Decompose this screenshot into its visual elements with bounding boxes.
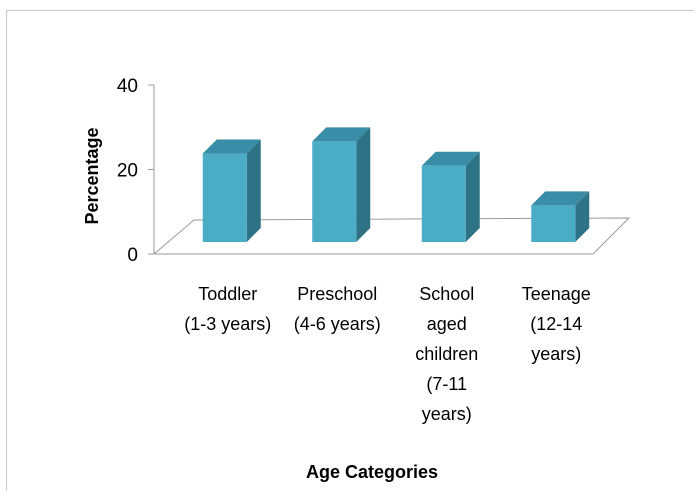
bar-top [531, 191, 590, 206]
bar-top [421, 151, 480, 166]
x-category-label: School aged children (7-11 years) [415, 284, 478, 424]
y-tick-label: 0 [127, 245, 138, 266]
bar-side [246, 139, 261, 242]
bar-front [531, 205, 576, 242]
chart-frame [6, 10, 694, 490]
bar [202, 139, 261, 242]
bar-front [202, 153, 247, 242]
bar-side [356, 127, 371, 242]
chart-floor [152, 217, 631, 255]
x-axis-title: Age Categories [306, 462, 438, 482]
bar [531, 191, 590, 242]
bar-side [575, 191, 590, 242]
y-axis-title: Percentage [82, 127, 102, 224]
x-category-label: Preschool (4-6 years) [294, 284, 381, 334]
y-tick-label: 20 [117, 161, 138, 182]
bar-top [202, 139, 261, 154]
bar [312, 127, 371, 242]
bar-front [421, 165, 466, 242]
bar-side [465, 151, 480, 242]
bar [421, 151, 480, 242]
x-category-label: Teenage (12-14 years) [522, 284, 591, 364]
bar-front [312, 141, 357, 242]
y-tick-label: 40 [117, 76, 138, 97]
x-category-label: Toddler (1-3 years) [184, 284, 271, 334]
bar-top [312, 127, 371, 142]
